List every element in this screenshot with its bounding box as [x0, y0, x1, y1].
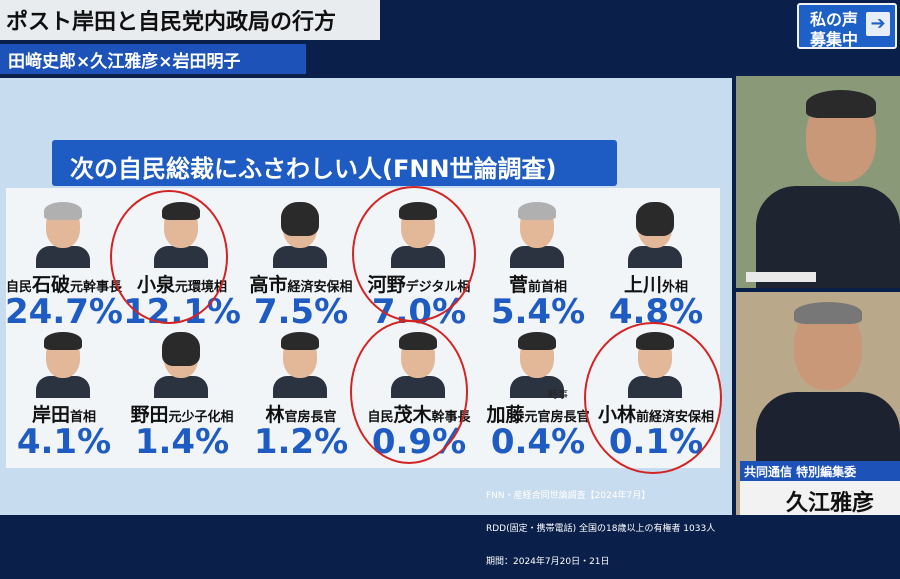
candidate-photo [510, 330, 564, 398]
caption-org: 共同通信 特別編集委 [744, 465, 857, 479]
panel-bar [0, 44, 306, 74]
source-line: FNN・産経合同世論調査【2024年7月】 [486, 491, 651, 501]
candidate-card: 加藤元官房長官 0.4% [478, 330, 596, 462]
studio-camera-top [736, 76, 900, 288]
candidate-photo [510, 200, 564, 268]
candidate-card: 自民石破元幹事長 24.7% [4, 200, 123, 332]
candidate-photo [154, 330, 208, 398]
poll-heading-bar [52, 140, 617, 186]
source-line: 期間：2024年7月20日・21日 [486, 557, 610, 567]
source-line: RDD(固定・携帯電話) 全国の18歳以上の有権者 1033人 [486, 524, 716, 534]
candidate-name: 加藤元官房長官 [486, 404, 590, 426]
candidate-name: 野田元少子化相 [130, 404, 234, 426]
candidate-name: 菅前首相 [508, 274, 568, 296]
candidate-percent: 0.4% [490, 422, 586, 462]
title-bar [0, 0, 380, 40]
voice-label-line1: 私の声 [810, 10, 859, 29]
highlight-circle-koizumi [110, 190, 228, 324]
survey-source: FNN・産経合同世論調査【2024年7月】 RDD(固定・携帯電話) 全国の18… [486, 469, 715, 579]
candidate-name: 岸田首相 [31, 404, 97, 426]
candidate-name: 林官房長官 [265, 404, 337, 426]
candidate-card: 高市経済安保相 7.5% [241, 200, 359, 332]
candidate-card: 菅前首相 5.4% [478, 200, 596, 332]
candidate-photo [36, 200, 90, 268]
candidate-percent: 24.7% [5, 292, 123, 332]
candidate-photo [36, 330, 90, 398]
candidate-name: 高市経済安保相 [249, 274, 353, 296]
highlight-circle-kono [352, 186, 476, 322]
candidate-photo [273, 330, 327, 398]
candidate-photo [628, 200, 682, 268]
candidate-percent: 4.1% [16, 422, 112, 462]
arrow-right-icon: ➔ [866, 12, 890, 36]
caption-name-bar [740, 481, 900, 515]
candidate-card: 林官房長官 1.2% [241, 330, 359, 462]
jiji-tag: 時事 [548, 390, 568, 401]
poll-heading: 次の自民総裁にふさわしい人(FNN世論調査) [70, 155, 557, 183]
caption-org-bar [740, 461, 900, 481]
candidate-percent: 1.4% [134, 422, 230, 462]
voice-label-line2: 募集中 [810, 30, 859, 49]
highlight-circle-kobayashi [584, 322, 722, 474]
caption-name: 久江雅彦 [786, 491, 875, 516]
candidate-card: 野田元少子化相 1.4% [122, 330, 240, 462]
candidate-name: 自民石破元幹事長 [5, 274, 123, 296]
candidate-card: 岸田首相 4.1% [4, 330, 122, 462]
candidate-percent: 5.4% [490, 292, 586, 332]
candidate-percent: 7.5% [253, 292, 349, 332]
candidate-card: 上川外相 4.8% [596, 200, 714, 332]
panelists: 田﨑史郎×久江雅彦×岩田明子 [8, 52, 241, 72]
candidate-photo [273, 200, 327, 268]
candidate-percent: 1.2% [253, 422, 349, 462]
highlight-circle-motegi [350, 320, 468, 464]
candidate-name: 上川外相 [623, 274, 689, 296]
program-title: ポスト岸田と自民党内政局の行方 [6, 10, 337, 35]
